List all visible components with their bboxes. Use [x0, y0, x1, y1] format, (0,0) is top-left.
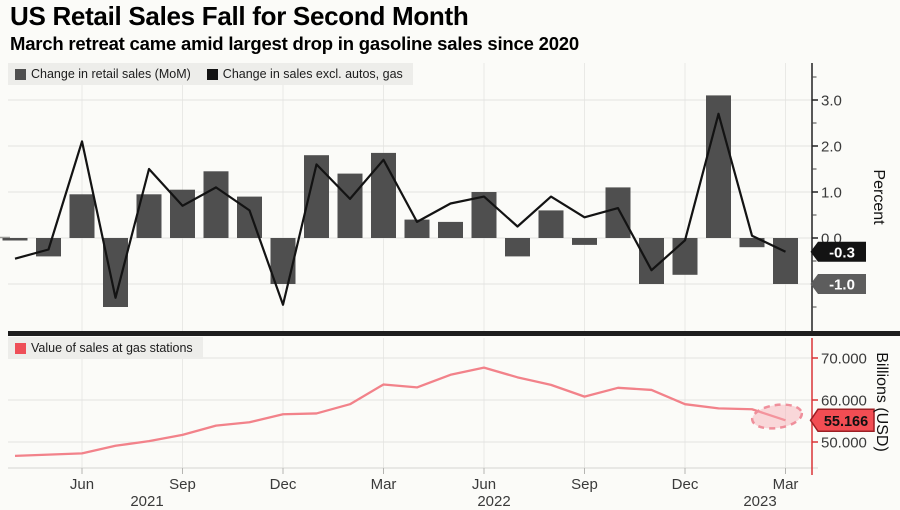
legend-label-gas-stations: Value of sales at gas stations: [31, 341, 193, 355]
x-tick-label: Mar: [773, 476, 799, 493]
x-tick-label: Dec: [270, 476, 297, 493]
retail-sales-bar: [338, 174, 363, 238]
gas-stations-swatch-icon: [15, 343, 26, 354]
highlight-ellipse-annotation: [751, 402, 804, 432]
gas-station-sales-line: [15, 368, 786, 456]
percent-axis-label: Percent: [869, 169, 887, 224]
year-label: 2023: [743, 493, 776, 510]
legend-item-gas-stations: Value of sales at gas stations: [15, 341, 193, 355]
y-tick-label: 70.000: [821, 351, 867, 368]
retail-sales-bar: [572, 238, 597, 245]
retail-sales-swatch-icon: [15, 69, 26, 80]
retail-sales-bar: [505, 238, 530, 256]
legend-item-retail-sales: Change in retail sales (MoM): [15, 67, 191, 81]
value-badge-label: -1.0: [829, 277, 855, 294]
legend-item-excl-autos-gas: Change in sales excl. autos, gas: [207, 67, 403, 81]
chart-subtitle: March retreat came amid largest drop in …: [10, 33, 579, 55]
value-badge-label: -0.3: [829, 244, 855, 261]
chart-panel: 3.02.01.00.0-0.3-1.070.00060.00050.00055…: [0, 0, 900, 510]
y-tick-label: 2.0: [821, 139, 842, 156]
year-label: 2022: [477, 493, 510, 510]
y-tick-label: 1.0: [821, 185, 842, 202]
year-label: 2021: [130, 493, 163, 510]
legend-label-excl-autos-gas: Change in sales excl. autos, gas: [223, 67, 403, 81]
bottom-chart-legend: Value of sales at gas stations: [8, 337, 203, 359]
retail-sales-bar: [70, 194, 95, 238]
retail-sales-bar: [773, 238, 798, 284]
excl-autos-gas-swatch-icon: [207, 69, 218, 80]
x-tick-label: Dec: [672, 476, 699, 493]
y-tick-label: 60.000: [821, 393, 867, 410]
chart-title: US Retail Sales Fall for Second Month: [10, 1, 468, 32]
panel-separator: [8, 331, 900, 336]
x-tick-label: Sep: [571, 476, 598, 493]
excl-autos-gas-line: [15, 114, 786, 305]
y-tick-label: 3.0: [821, 93, 842, 110]
retail-sales-bar: [204, 171, 229, 238]
retail-sales-bar: [673, 238, 698, 275]
billions-axis-label: Billions (USD): [872, 352, 890, 452]
x-tick-label: Sep: [169, 476, 196, 493]
x-tick-label: Mar: [371, 476, 397, 493]
legend-label-retail-sales: Change in retail sales (MoM): [31, 67, 191, 81]
retail-sales-bar: [3, 238, 28, 241]
x-tick-label: Jun: [472, 476, 496, 493]
y-tick-label: 50.000: [821, 435, 867, 452]
retail-sales-bar: [371, 153, 396, 238]
retail-sales-bar: [539, 210, 564, 238]
retail-sales-bar: [438, 222, 463, 238]
top-chart-legend: Change in retail sales (MoM) Change in s…: [8, 63, 413, 85]
x-tick-label: Jun: [70, 476, 94, 493]
retail-sales-bar: [606, 187, 631, 238]
value-badge-label: 55.166: [824, 414, 868, 430]
